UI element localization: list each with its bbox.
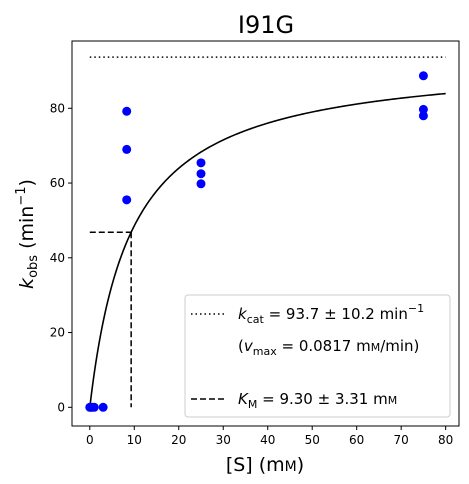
y-axis-ticks: 0 20 40 60 80	[50, 101, 72, 414]
data-point	[122, 144, 132, 154]
x-tick-label: 60	[349, 433, 364, 447]
legend: kcat = 93.7 ± 10.2 min−1 (vmax = 0.0817 …	[184, 294, 451, 418]
data-point	[418, 104, 428, 114]
legend-vmax-label: (vmax = 0.0817 mM/min)	[238, 337, 419, 358]
data-point	[196, 179, 206, 189]
fit-curve	[88, 92, 446, 408]
plot-frame	[71, 40, 460, 427]
scatter-points	[85, 71, 428, 412]
data-point	[122, 106, 132, 116]
y-tick-label: 0	[57, 400, 65, 414]
legend-kcat-label: kcat = 93.7 ± 10.2 min−1	[238, 302, 424, 326]
data-point	[418, 71, 428, 81]
data-point	[89, 402, 99, 412]
chart-title: I91G	[238, 11, 294, 39]
x-tick-label: 30	[216, 433, 231, 447]
y-tick-label: 40	[50, 251, 65, 265]
reference-lines	[89, 56, 446, 408]
data-point	[196, 169, 206, 179]
x-tick-label: 80	[438, 433, 453, 447]
y-tick-label: 60	[50, 176, 65, 190]
x-tick-label: 40	[260, 433, 275, 447]
data-point	[98, 402, 108, 412]
x-tick-label: 50	[305, 433, 320, 447]
x-tick-label: 70	[394, 433, 409, 447]
x-tick-label: 10	[127, 433, 142, 447]
y-tick-label: 80	[50, 101, 65, 115]
x-axis-ticks: 0 10 20 30 40 50 60 70 80	[86, 426, 453, 447]
data-point	[418, 111, 428, 121]
legend-box	[184, 294, 451, 418]
fit-curve-group	[88, 92, 446, 408]
data-point	[122, 195, 132, 205]
y-tick-label: 20	[50, 326, 65, 340]
x-axis-label: [S] (mM)	[226, 454, 304, 476]
x-tick-label: 0	[86, 433, 94, 447]
data-point	[196, 158, 206, 168]
x-tick-label: 20	[171, 433, 186, 447]
y-axis-label: kobs (min−1)	[14, 179, 41, 289]
legend-km-label: KM = 9.30 ± 3.31 mM	[238, 390, 397, 411]
